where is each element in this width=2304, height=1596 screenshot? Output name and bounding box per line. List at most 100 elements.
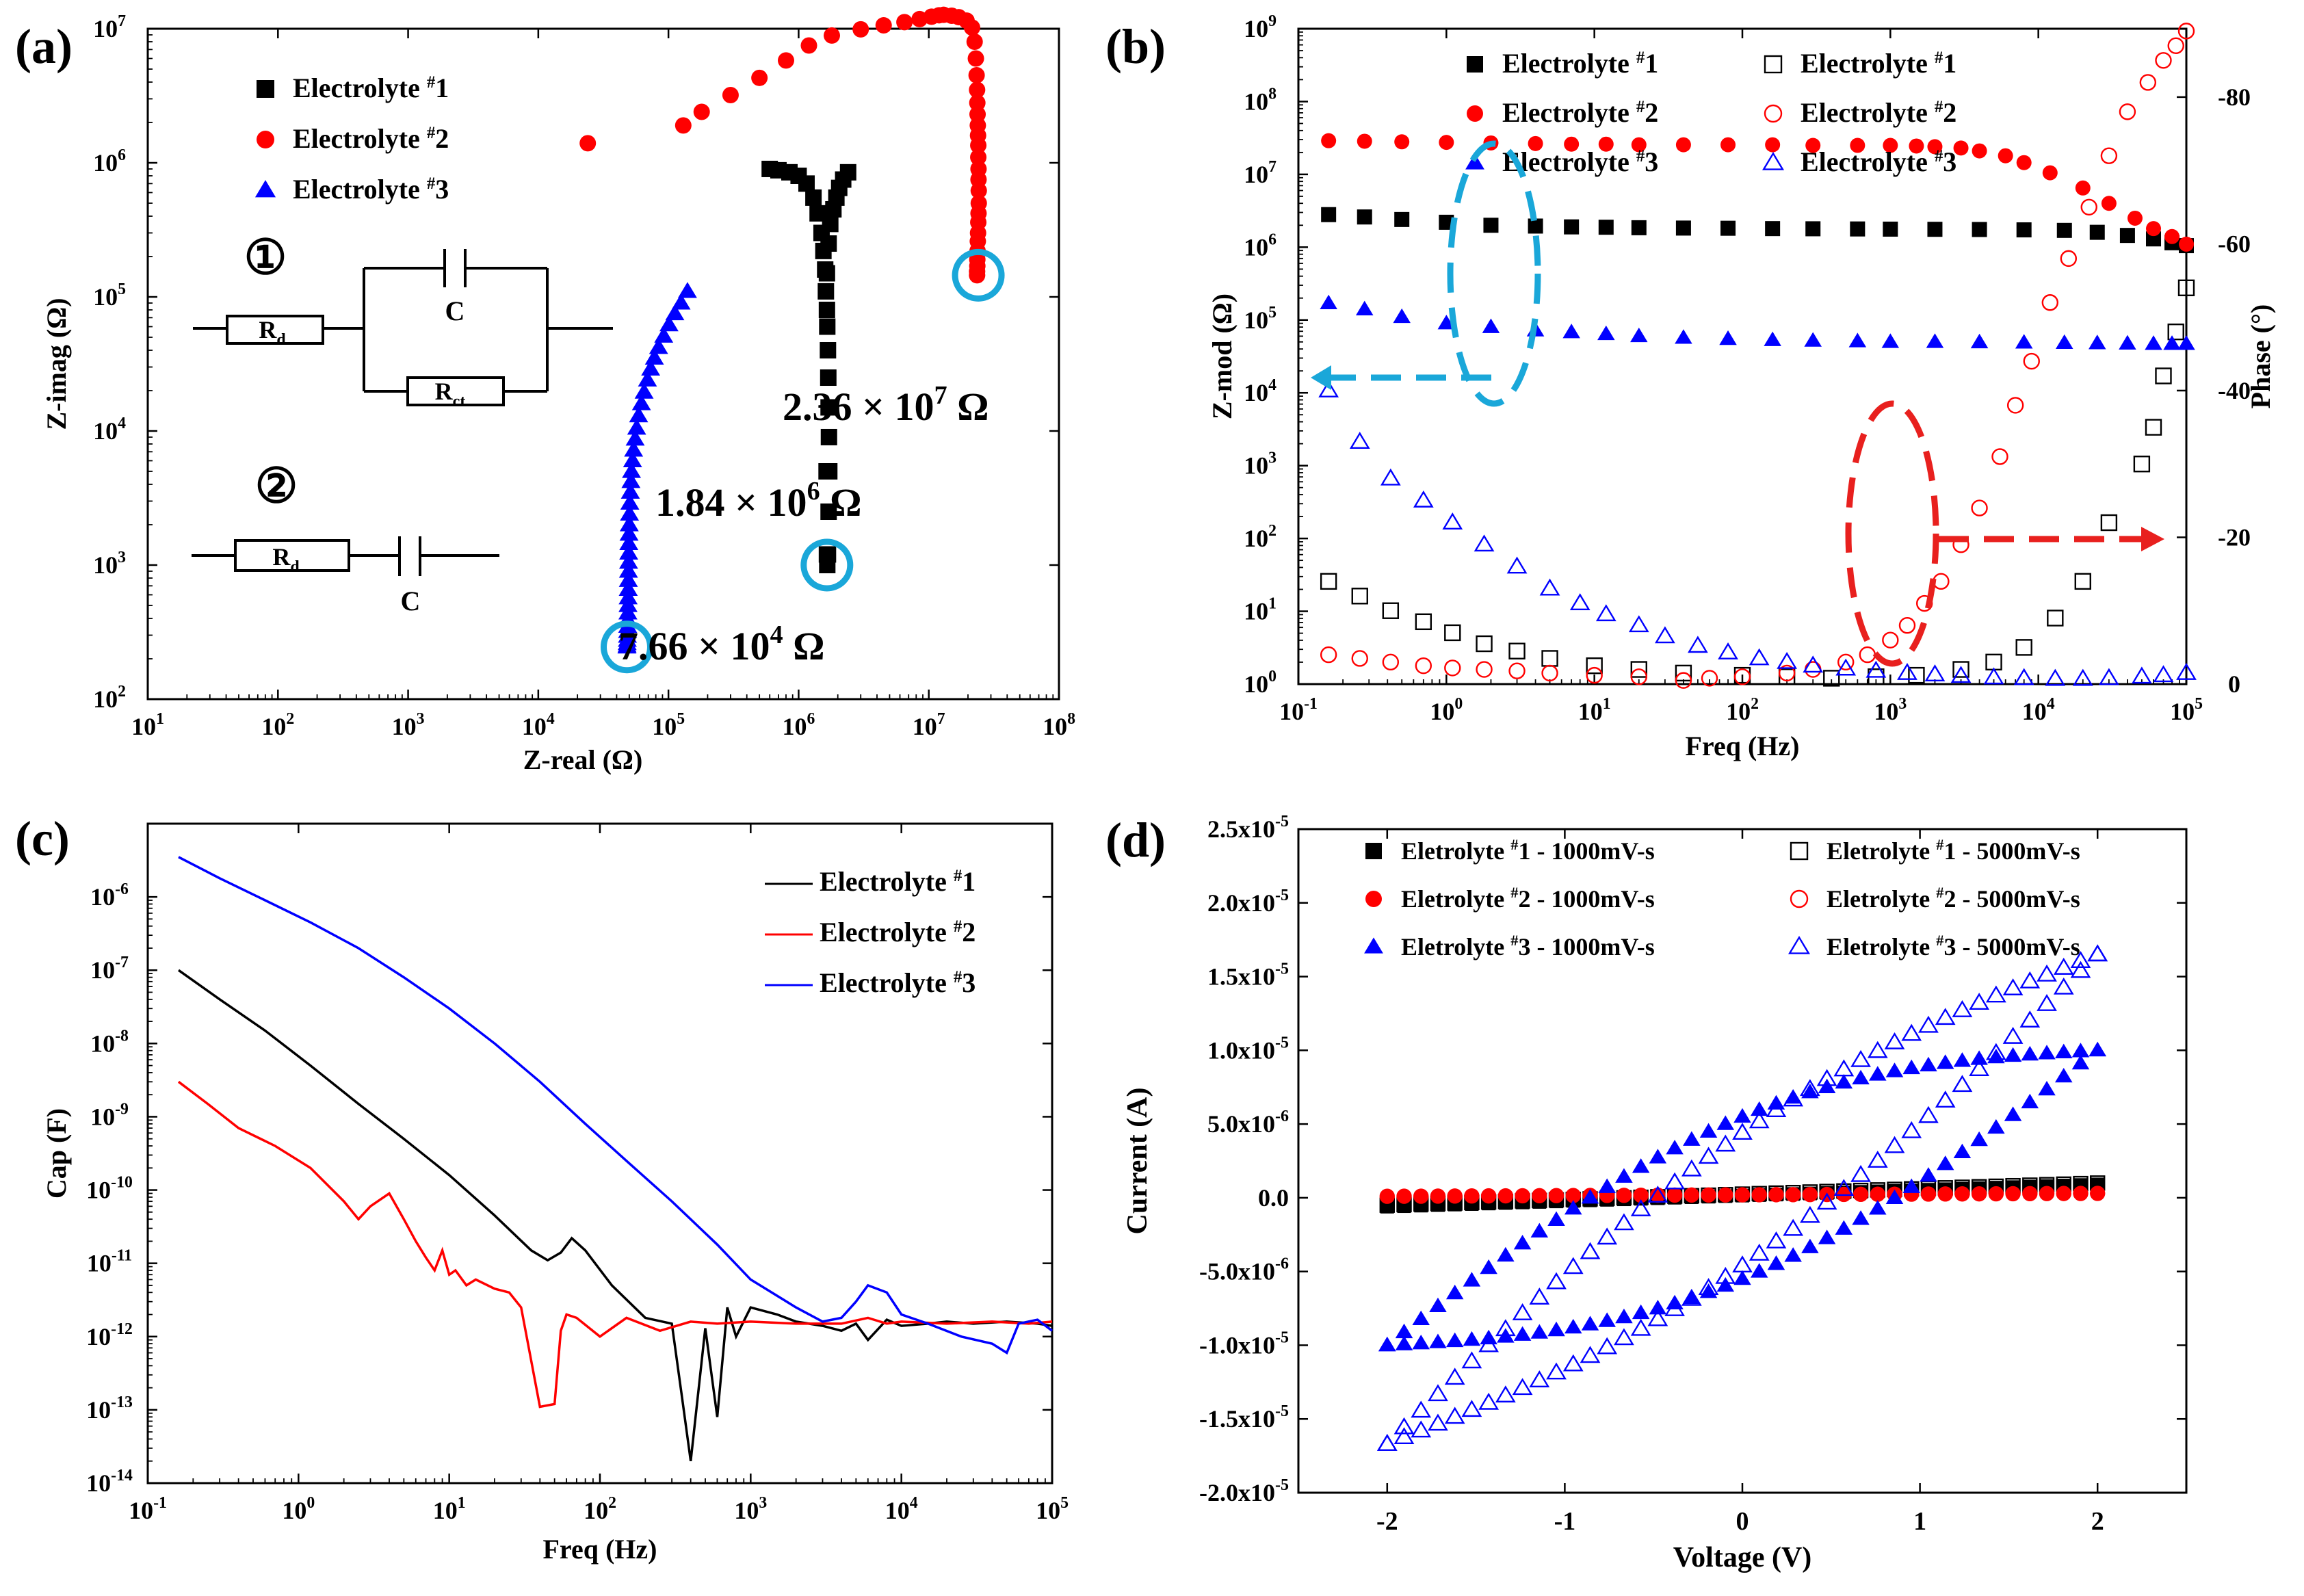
y-tick-label: 101: [1244, 595, 1277, 625]
tick-base: 10: [1244, 379, 1268, 406]
data-point: [1698, 1278, 1719, 1296]
data-point: [818, 463, 835, 480]
legend-num: 2: [435, 123, 449, 154]
data-point: [2153, 665, 2174, 683]
data-point: [1632, 1304, 1650, 1320]
data-point: [1382, 602, 1400, 619]
legend-entry: Eletrolyte #3 - 5000mV-s: [1827, 932, 2080, 960]
series-6: [1376, 944, 2108, 1451]
tick-exponent: 4: [2047, 695, 2055, 713]
tick-mantissa: -5.0x10: [1199, 1258, 1275, 1285]
data-point: [1955, 1187, 1969, 1201]
legend-entry: Electrolyte #3: [1502, 146, 1658, 177]
legend-sup: #: [1935, 98, 1943, 116]
data-point: [1823, 670, 1840, 687]
data-point: [1969, 993, 1990, 1010]
data-point: [1597, 1337, 1618, 1355]
data-point: [1867, 1041, 1888, 1058]
tick-base: 10: [93, 283, 118, 311]
tick-exponent: -14: [111, 1467, 133, 1484]
data-point: [1783, 1089, 1804, 1107]
data-point: [1953, 1052, 1972, 1067]
data-point: [1428, 1413, 1448, 1431]
legend-num: 1: [962, 866, 976, 897]
tick-base: 10: [86, 1323, 111, 1350]
data-point: [617, 638, 637, 654]
legend-sup: #: [1510, 884, 1518, 901]
y-axis-label: Cap (F): [41, 1108, 72, 1199]
data-point: [629, 406, 649, 423]
data-point: [1881, 333, 1900, 348]
x-tick-label: 104: [522, 710, 555, 740]
data-point: [968, 66, 985, 83]
tick-mantissa: -2.0x10: [1199, 1479, 1275, 1506]
tick-exponent: -12: [111, 1320, 133, 1338]
resistor-rct-label: Rct: [435, 378, 466, 410]
legend-base: Electrolyte: [293, 123, 427, 154]
y-tick-label: 102: [1244, 522, 1277, 552]
data-point: [1320, 646, 1337, 664]
data-point: [1972, 222, 1987, 237]
resistance-annotation: 1.84 × 106 Ω: [655, 477, 862, 525]
data-point: [1833, 1179, 1855, 1196]
data-point: [1869, 1200, 1887, 1215]
data-point: [2146, 221, 2162, 237]
data-point: [619, 515, 639, 532]
data-point: [1736, 1188, 1749, 1202]
data-point: [620, 482, 640, 499]
data-point: [1647, 1309, 1668, 1326]
data-point: [2100, 514, 2118, 532]
data-point: [1950, 666, 1972, 683]
data-point: [2167, 323, 2184, 341]
data-point: [625, 430, 645, 446]
legend-sup: #: [1510, 932, 1518, 949]
data-point: [2074, 573, 2091, 590]
tick-base: 10: [1043, 713, 1067, 740]
data-point: [1394, 134, 1410, 150]
data-point: [1461, 1351, 1482, 1369]
data-point: [820, 369, 837, 387]
data-point: [1321, 133, 1337, 148]
data-point: [1615, 1168, 1633, 1183]
panel-d: -2 -1 0 1 22.5x10-52.0x10-51.5x10-51.0x10-55…: [1105, 813, 2188, 1573]
tick-base: 10: [129, 1497, 153, 1524]
data-point: [1357, 133, 1372, 149]
data-point: [641, 359, 661, 376]
tick-exponent: -5: [1275, 813, 1289, 830]
data-point: [1497, 1246, 1515, 1262]
data-point: [1681, 1159, 1702, 1177]
data-point: [1971, 499, 1988, 516]
data-point: [1396, 1188, 1412, 1204]
data-point: [820, 503, 837, 521]
tick-base: 10: [90, 1030, 115, 1057]
data-point: [1785, 1187, 1801, 1203]
capacitor-label-2: C: [401, 586, 421, 616]
data-point: [1837, 653, 1855, 671]
legend-num: 3: [1645, 146, 1658, 177]
data-point: [1852, 1210, 1870, 1225]
x-tick-label: 107: [913, 710, 945, 740]
data-point: [1991, 448, 2008, 465]
data-point: [1412, 1310, 1430, 1326]
data-point: [2119, 228, 2135, 244]
tick-base: 10: [90, 1103, 115, 1130]
data-point: [2139, 74, 2157, 91]
data-point: [1632, 1158, 1650, 1173]
data-point: [1320, 294, 1337, 310]
data-point: [800, 37, 817, 54]
data-point: [1393, 1417, 1415, 1435]
data-point: [2042, 165, 2058, 181]
data-point: [1716, 1277, 1735, 1292]
data-point: [2054, 1043, 2073, 1058]
legend-entry: Electrolyte #1: [293, 73, 449, 103]
data-point: [1566, 1188, 1580, 1203]
y-axis-label: Current (A): [1122, 1087, 1153, 1234]
y2-tick-label: -20: [2218, 523, 2251, 551]
highlight-circle: [952, 248, 1005, 302]
legend-base: Eletrolyte: [1827, 837, 1936, 865]
capacitor-label: C: [445, 296, 465, 326]
data-point: [579, 135, 597, 152]
data-point: [623, 451, 642, 468]
data-point: [1816, 1069, 1837, 1086]
legend-sup: #: [427, 73, 436, 92]
